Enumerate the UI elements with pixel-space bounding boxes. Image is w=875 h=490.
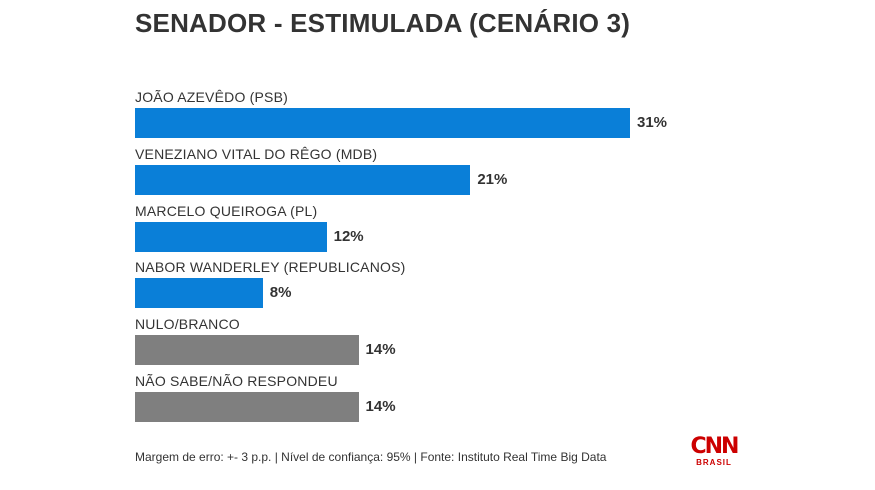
bar-value-label: 8% [269,284,292,302]
bar-value-label: 14% [365,398,396,415]
bar-label: NABOR WANDERLEY (REPUBLICANOS) [135,259,406,276]
footer-note: Margem de erro: +- 3 p.p. | Nível de con… [135,450,607,464]
bar-label: NULO/BRANCO [135,316,240,333]
logo-main-text: CNN [690,434,740,459]
bar [135,278,263,309]
cnn-brasil-logo: CNN BRASIL [690,434,740,472]
bar [135,335,359,366]
bar [135,108,630,138]
bar-label: VENEZIANO VITAL DO RÊGO (MDB) [135,145,378,162]
bar-label: MARCELO QUEIROGA (PL) [135,202,318,219]
bar-value-label: 31% [637,114,668,131]
bar [135,392,359,422]
bar [135,164,471,195]
bar-label: JOÃO AZEVÊDO (PSB) [135,89,288,105]
bar-value-label: 21% [477,170,508,188]
bar-value-label: 14% [365,341,396,359]
chart-title: SENADOR - ESTIMULADA (CENÁRIO 3) [135,8,631,38]
bar [135,221,327,252]
bar-value-label: 12% [333,227,364,245]
bar-label: NÃO SABE/NÃO RESPONDEU [135,373,338,389]
logo-sub-text: BRASIL [696,458,732,467]
